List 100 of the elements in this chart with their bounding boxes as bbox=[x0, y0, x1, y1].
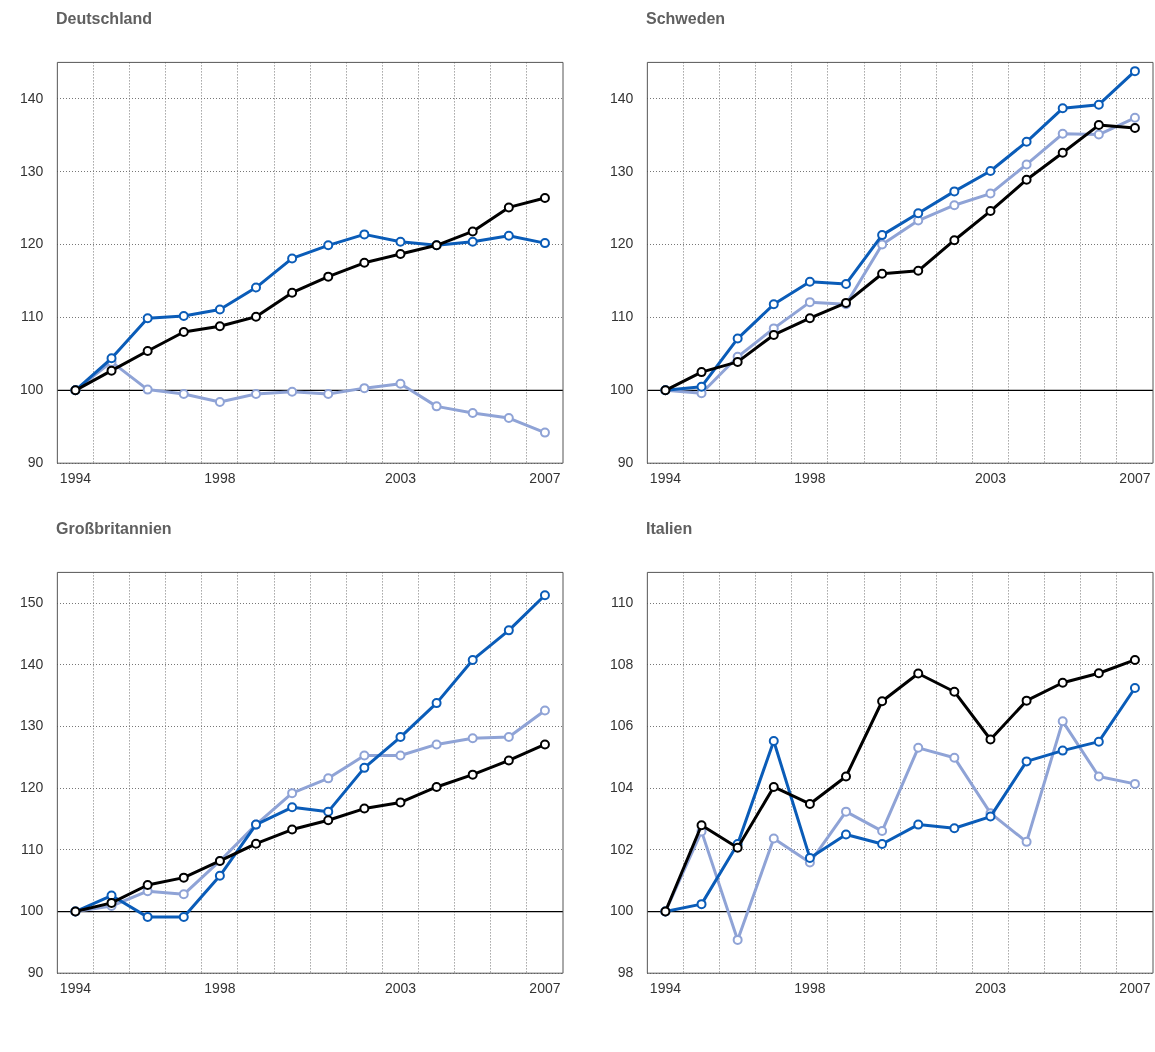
x-tick-label: 2003 bbox=[974, 470, 1007, 487]
point bbox=[1021, 836, 1032, 847]
point bbox=[251, 838, 261, 849]
x-tick-label: 1994 bbox=[59, 470, 92, 487]
point bbox=[178, 327, 189, 338]
point bbox=[877, 839, 888, 850]
y-tick-label: 130 bbox=[20, 162, 44, 179]
point bbox=[142, 912, 153, 923]
y-tick-label: 106 bbox=[610, 717, 634, 734]
point bbox=[178, 388, 189, 399]
point bbox=[877, 239, 888, 250]
point bbox=[178, 311, 189, 321]
point bbox=[1129, 654, 1140, 665]
point bbox=[287, 802, 298, 813]
y-tick-label: 90 bbox=[27, 964, 44, 981]
point bbox=[323, 806, 334, 817]
point bbox=[467, 407, 478, 418]
point bbox=[1057, 103, 1068, 114]
y-tick-label: 90 bbox=[617, 454, 634, 471]
x-tick-label: 1998 bbox=[794, 470, 826, 487]
point bbox=[539, 427, 550, 438]
point bbox=[359, 762, 370, 773]
point bbox=[696, 367, 707, 378]
point bbox=[985, 734, 996, 745]
y-tick-label: 98 bbox=[617, 964, 634, 981]
point bbox=[1129, 778, 1140, 789]
point bbox=[503, 625, 514, 636]
point bbox=[359, 229, 370, 240]
point bbox=[1129, 122, 1140, 133]
point bbox=[1093, 771, 1104, 782]
x-tick-label: 2003 bbox=[384, 980, 417, 997]
x-tick-label: 2007 bbox=[1119, 470, 1151, 487]
point bbox=[841, 771, 851, 782]
point bbox=[142, 880, 153, 891]
point bbox=[768, 781, 779, 792]
point bbox=[395, 732, 406, 743]
point bbox=[395, 750, 406, 761]
point bbox=[985, 188, 996, 199]
point bbox=[1021, 159, 1032, 170]
point bbox=[877, 268, 888, 279]
x-tick-label: 2007 bbox=[529, 470, 561, 487]
y-tick-label: 120 bbox=[20, 779, 44, 796]
point bbox=[323, 388, 334, 399]
x-tick-label: 2007 bbox=[1119, 980, 1151, 997]
point bbox=[178, 872, 189, 883]
chart-title: Italien bbox=[646, 520, 693, 538]
point bbox=[949, 200, 960, 211]
y-tick-label: 100 bbox=[20, 902, 44, 919]
point bbox=[732, 356, 743, 367]
y-tick-label: 100 bbox=[610, 381, 634, 398]
point bbox=[1093, 99, 1104, 110]
y-tick-label: 100 bbox=[610, 902, 634, 919]
y-tick-label: 104 bbox=[610, 779, 634, 796]
point bbox=[949, 186, 960, 197]
point bbox=[1093, 120, 1104, 131]
point bbox=[913, 265, 924, 276]
point bbox=[1021, 695, 1032, 706]
point bbox=[1021, 756, 1032, 767]
point bbox=[1093, 736, 1104, 747]
y-tick-label: 120 bbox=[610, 235, 634, 252]
point bbox=[1057, 128, 1068, 139]
point bbox=[841, 278, 851, 289]
point bbox=[539, 739, 550, 750]
point bbox=[804, 313, 815, 324]
point bbox=[913, 819, 924, 830]
y-tick-label: 110 bbox=[611, 308, 634, 325]
point bbox=[503, 732, 514, 743]
point bbox=[431, 401, 442, 412]
point bbox=[1057, 716, 1068, 727]
point bbox=[696, 820, 707, 831]
point bbox=[913, 208, 924, 219]
point bbox=[949, 686, 960, 697]
point bbox=[431, 698, 442, 709]
point bbox=[467, 226, 478, 237]
point bbox=[877, 696, 888, 707]
point bbox=[804, 852, 815, 863]
point bbox=[1129, 683, 1140, 694]
chart-title: Schweden bbox=[646, 10, 726, 28]
point bbox=[467, 733, 478, 744]
x-tick-label: 2007 bbox=[529, 980, 561, 997]
point bbox=[323, 240, 334, 251]
x-tick-label: 2003 bbox=[974, 980, 1007, 997]
point bbox=[949, 823, 960, 834]
point bbox=[1057, 745, 1068, 756]
point bbox=[877, 826, 888, 837]
x-tick-label: 1994 bbox=[59, 980, 92, 997]
x-tick-label: 1994 bbox=[649, 470, 682, 487]
point bbox=[539, 590, 550, 601]
point bbox=[503, 755, 514, 766]
y-tick-label: 140 bbox=[20, 89, 44, 106]
point bbox=[287, 386, 298, 397]
point bbox=[1093, 668, 1104, 679]
point bbox=[841, 806, 851, 817]
point bbox=[696, 381, 707, 392]
chart-title: Deutschland bbox=[56, 10, 153, 28]
point bbox=[1057, 677, 1068, 688]
point bbox=[431, 781, 442, 792]
point bbox=[395, 797, 406, 808]
point bbox=[913, 668, 924, 679]
point bbox=[214, 321, 225, 332]
